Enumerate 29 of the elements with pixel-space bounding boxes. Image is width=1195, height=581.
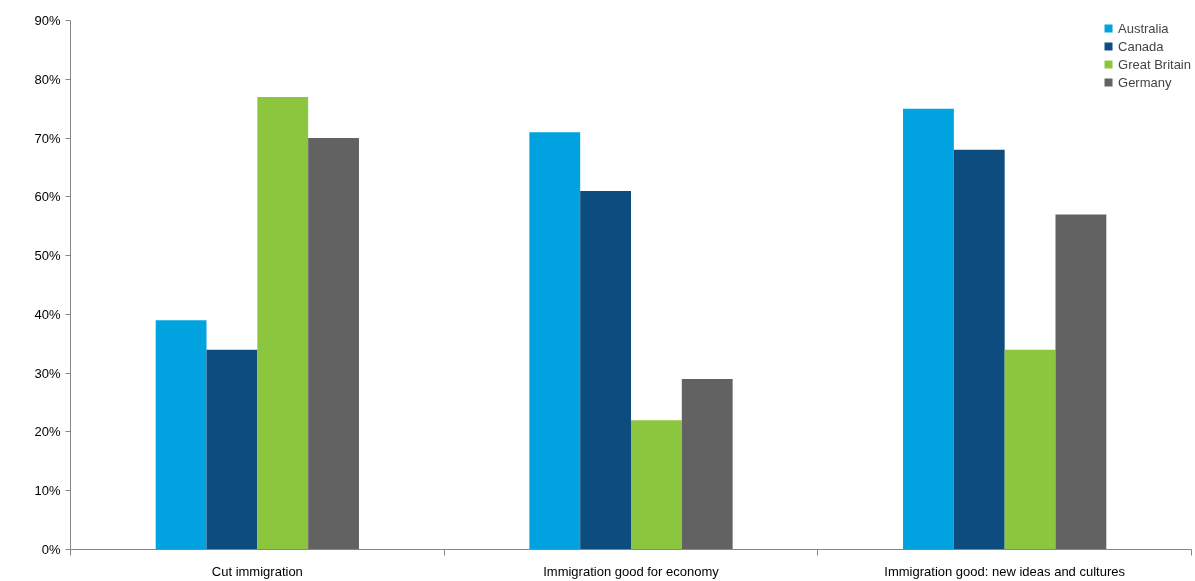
bar (631, 420, 682, 550)
bar (257, 96, 309, 550)
x-tick-label: Cut immigration (211, 563, 303, 579)
legend-label: Canada (1118, 38, 1164, 54)
y-tick-label: 70% (34, 130, 61, 146)
y-tick-label: 10% (34, 483, 61, 499)
bar (1055, 214, 1107, 550)
bar (580, 190, 631, 550)
bar (308, 138, 359, 550)
y-tick-label: 40% (34, 306, 61, 322)
legend-label: Australia (1118, 20, 1169, 36)
bar (529, 132, 581, 550)
x-tick-label: Immigration good: new ideas and cultures (884, 563, 1126, 579)
legend-label: Germany (1118, 74, 1172, 90)
legend-label: Great Britain (1118, 56, 1191, 72)
bar (681, 379, 733, 550)
y-tick-label: 80% (34, 71, 61, 87)
y-tick-label: 90% (34, 13, 61, 28)
y-tick-label: 30% (34, 365, 61, 381)
bar (953, 149, 1005, 550)
y-tick-label: 60% (34, 189, 61, 205)
y-tick-label: 20% (34, 424, 61, 440)
y-tick-label: 50% (34, 248, 61, 264)
y-tick-label: 0% (41, 542, 61, 557)
bar (206, 349, 258, 550)
bar (155, 320, 207, 550)
bar (903, 108, 954, 550)
x-tick-label: Immigration good for economy (543, 563, 720, 579)
bar (1004, 349, 1056, 550)
